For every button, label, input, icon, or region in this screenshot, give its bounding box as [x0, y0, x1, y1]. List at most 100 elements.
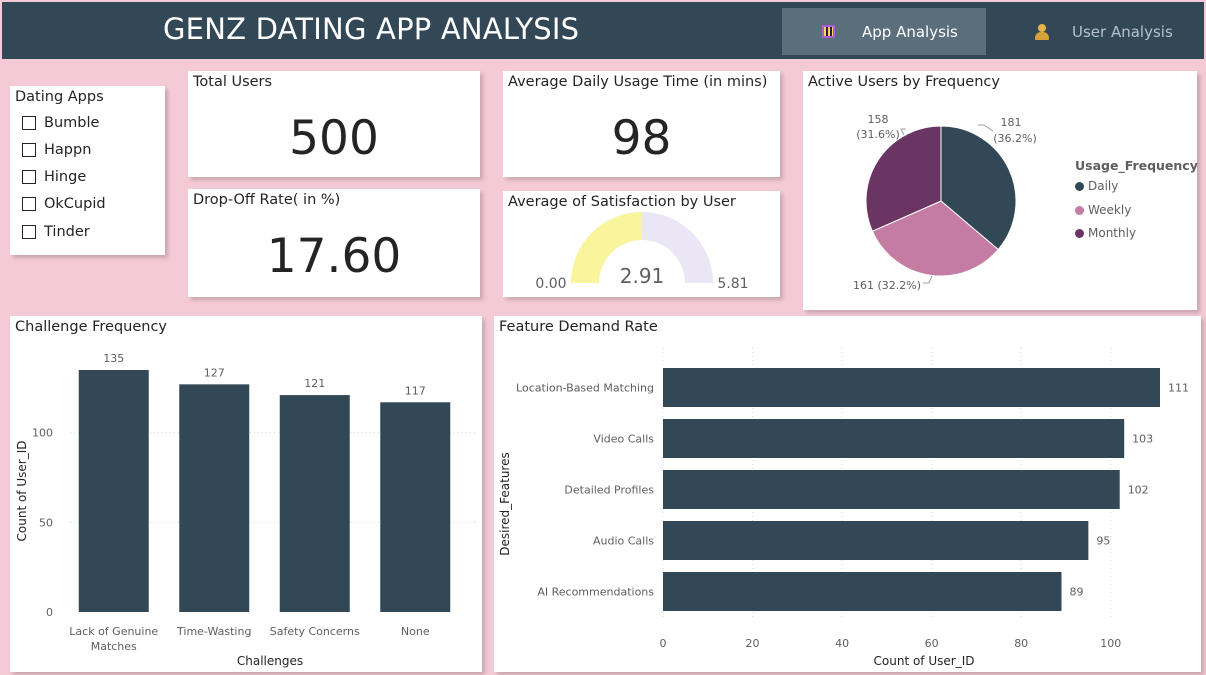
y-axis-title: Count of User_ID [15, 441, 29, 542]
slicer-item-hinge[interactable]: Hinge [22, 169, 86, 185]
bar[interactable] [380, 402, 451, 612]
avg-usage-card: Average Daily Usage Time (in mins) 98 [503, 71, 780, 177]
card-title: Feature Demand Rate [499, 319, 658, 335]
slicer-item-label: Tinder [44, 224, 90, 240]
card-title: Active Users by Frequency [808, 74, 1000, 90]
checkbox[interactable] [22, 143, 36, 157]
gauge-fill [571, 212, 643, 284]
x-axis-title: Count of User_ID [874, 654, 975, 668]
x-tick-label: Matches [91, 640, 137, 653]
pie-slice-monthly[interactable] [865, 125, 942, 232]
y-tick-label: 100 [32, 427, 53, 440]
data-label: 135 [103, 352, 124, 365]
card-title: Average Daily Usage Time (in mins) [508, 74, 768, 90]
pie-pct-daily: (36.2%) [993, 132, 1037, 145]
leader-line [900, 128, 906, 136]
drop-off-card: Drop-Off Rate( in %) 17.60 [188, 189, 480, 297]
total-users-card: Total Users 500 [188, 71, 480, 177]
slicer-item-okcupid[interactable]: OkCupid [22, 196, 106, 212]
gauge-value-label: 2.91 [620, 264, 665, 288]
legend-dot [1075, 205, 1084, 215]
card-title: Average of Satisfaction by User [508, 194, 736, 210]
nav-app-analysis-label: App Analysis [862, 22, 958, 41]
card-title: Drop-Off Rate( in %) [193, 192, 341, 208]
x-tick-label: 100 [1100, 637, 1121, 650]
slicer-item-label: Happn [44, 142, 92, 158]
slicer-item-happn[interactable]: Happn [22, 142, 91, 158]
data-label: 102 [1128, 484, 1149, 497]
legend-dot [1075, 181, 1084, 191]
pie-slice-daily[interactable] [940, 125, 1017, 251]
x-tick-label: 0 [660, 637, 667, 650]
y-tick-label: Video Calls [593, 433, 654, 446]
checkbox[interactable] [22, 170, 36, 184]
slicer-item-label: Hinge [44, 169, 87, 185]
pie-chart: 181 (36.2%) 158 (31.6%) 161 (32.2%) [853, 113, 1037, 292]
leader-line [978, 124, 994, 132]
bar[interactable] [179, 384, 250, 612]
y-tick-label: Detailed Profiles [564, 484, 654, 497]
pie-pct-monthly: (31.6%) [856, 128, 900, 141]
active-users-pie-card: Active Users by Frequency 181 (36.2%) 15… [803, 71, 1198, 310]
gauge-svg: 0.00 5.81 2.91 [535, 212, 749, 292]
nav-app-analysis-button[interactable]: App Analysis [782, 8, 986, 55]
gauge-max-label: 5.81 [717, 276, 748, 292]
checkbox[interactable] [22, 197, 36, 211]
feature-bar-chart: 0 20 40 60 80 100 111 Location-Based Matching 1… [498, 348, 1189, 668]
pie-slice-weekly[interactable] [871, 200, 999, 277]
checkbox[interactable] [22, 225, 36, 239]
legend-item-weekly[interactable]: Weekly [1075, 203, 1131, 217]
slicer-item-tinder[interactable]: Tinder [22, 224, 90, 240]
legend-item-daily[interactable]: Daily [1075, 179, 1118, 193]
bar[interactable] [78, 370, 149, 612]
bar[interactable] [663, 368, 1160, 407]
x-tick-label: 40 [835, 637, 849, 650]
dating-apps-slicer: Dating Apps Bumble Happn Hinge OkCupid T… [10, 86, 165, 255]
pie-label-monthly: 158 [868, 113, 889, 126]
leader-line [923, 275, 933, 284]
feature-demand-card: Feature Demand Rate 0 20 40 60 80 100 111 Loca… [494, 316, 1201, 672]
slicer-item-label: OkCupid [44, 196, 106, 212]
slicer-title: Dating Apps [15, 89, 104, 105]
data-label: 95 [1096, 535, 1110, 548]
kpi-value: 98 [611, 111, 672, 166]
legend-dot [1075, 228, 1084, 238]
legend-label: Weekly [1088, 203, 1132, 217]
nav-user-analysis-button[interactable]: User Analysis [1020, 8, 1190, 55]
challenge-bar-chart: 0 50 100 135 Lack of Genuine Matches 127 Time-… [15, 352, 476, 668]
data-label: 89 [1069, 586, 1083, 599]
data-label: 121 [304, 377, 325, 390]
pie-label-daily: 181 [1001, 116, 1022, 129]
page-title: GENZ DATING APP ANALYSIS [163, 12, 580, 46]
bar[interactable] [279, 395, 350, 612]
x-axis-title: Challenges [237, 654, 303, 668]
bar[interactable] [663, 572, 1062, 611]
legend-item-monthly[interactable]: Monthly [1075, 226, 1136, 240]
x-tick-label: 60 [925, 637, 939, 650]
y-axis-title: Desired_Features [498, 452, 512, 555]
app-analysis-icon [822, 25, 835, 38]
checkbox[interactable] [22, 116, 36, 130]
x-tick-label: Safety Concerns [270, 625, 360, 638]
x-tick-label: Lack of Genuine [69, 625, 158, 638]
slicer-item-bumble[interactable]: Bumble [22, 115, 99, 131]
bar[interactable] [663, 521, 1089, 560]
pie-legend-title: Usage_Frequency [1075, 158, 1198, 173]
kpi-value: 500 [289, 111, 379, 166]
user-icon [1034, 23, 1050, 40]
card-title: Challenge Frequency [15, 319, 168, 335]
bar[interactable] [663, 419, 1125, 458]
x-tick-label: 20 [746, 637, 760, 650]
bar[interactable] [663, 470, 1120, 509]
legend-label: Daily [1088, 179, 1119, 193]
x-tick-label: None [401, 625, 430, 638]
kpi-value: 17.60 [266, 229, 402, 284]
challenge-frequency-card: Challenge Frequency 0 50 100 135 Lack of Ge… [10, 316, 482, 672]
header-bar: GENZ DATING APP ANALYSIS App Analysis Us… [2, 2, 1204, 59]
y-tick-label: AI Recommendations [537, 586, 654, 599]
y-tick-label: 0 [46, 606, 53, 619]
data-label: 117 [405, 384, 426, 397]
data-label: 111 [1168, 382, 1189, 395]
y-tick-label: Audio Calls [593, 535, 654, 548]
y-tick-label: Location-Based Matching [516, 382, 654, 395]
